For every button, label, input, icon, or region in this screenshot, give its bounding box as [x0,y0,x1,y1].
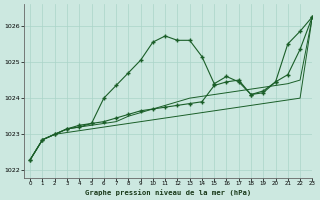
X-axis label: Graphe pression niveau de la mer (hPa): Graphe pression niveau de la mer (hPa) [85,189,251,196]
